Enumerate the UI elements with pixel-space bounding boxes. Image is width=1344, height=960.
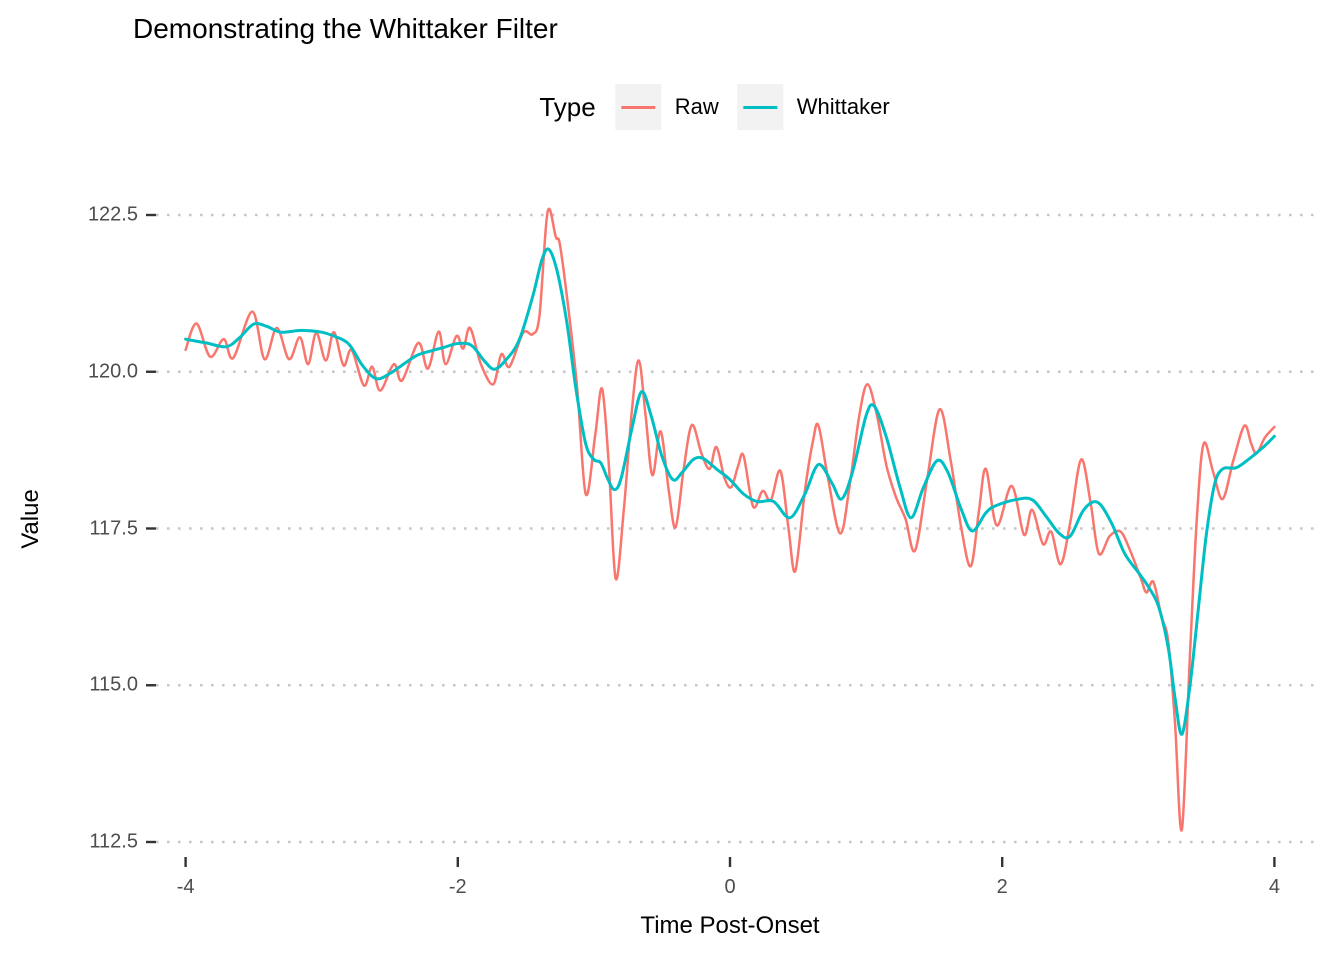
x-axis-title: Time Post-Onset — [640, 912, 820, 939]
x-tick-label: -2 — [448, 876, 467, 898]
x-tick-label: 2 — [996, 876, 1008, 898]
x-tick-label: -4 — [176, 876, 195, 898]
y-tick-label: 120.0 — [87, 360, 138, 383]
legend-label-whittaker: Whittaker — [796, 94, 890, 119]
legend-label-raw: Raw — [674, 94, 719, 119]
x-tick-label: 4 — [1268, 876, 1280, 898]
whittaker-key-line-icon — [743, 105, 778, 109]
x-tick-label: 0 — [724, 876, 736, 898]
chart-title: Demonstrating the Whittaker Filter — [133, 13, 558, 44]
y-tick-label: 122.5 — [87, 203, 138, 226]
legend-title: Type — [539, 91, 596, 122]
legend-key-whittaker — [737, 84, 784, 130]
y-tick-label: 117.5 — [89, 517, 138, 539]
y-tick-label: 115.0 — [89, 673, 138, 696]
legend-key-raw — [615, 84, 662, 130]
y-axis-title: Value — [17, 489, 44, 549]
legend: Type Raw Whittaker — [539, 84, 908, 130]
whittaker-line — [184, 247, 1276, 736]
y-tick-label: 112.5 — [89, 830, 138, 853]
raw-line — [184, 207, 1276, 832]
raw-key-line-icon — [621, 105, 656, 109]
